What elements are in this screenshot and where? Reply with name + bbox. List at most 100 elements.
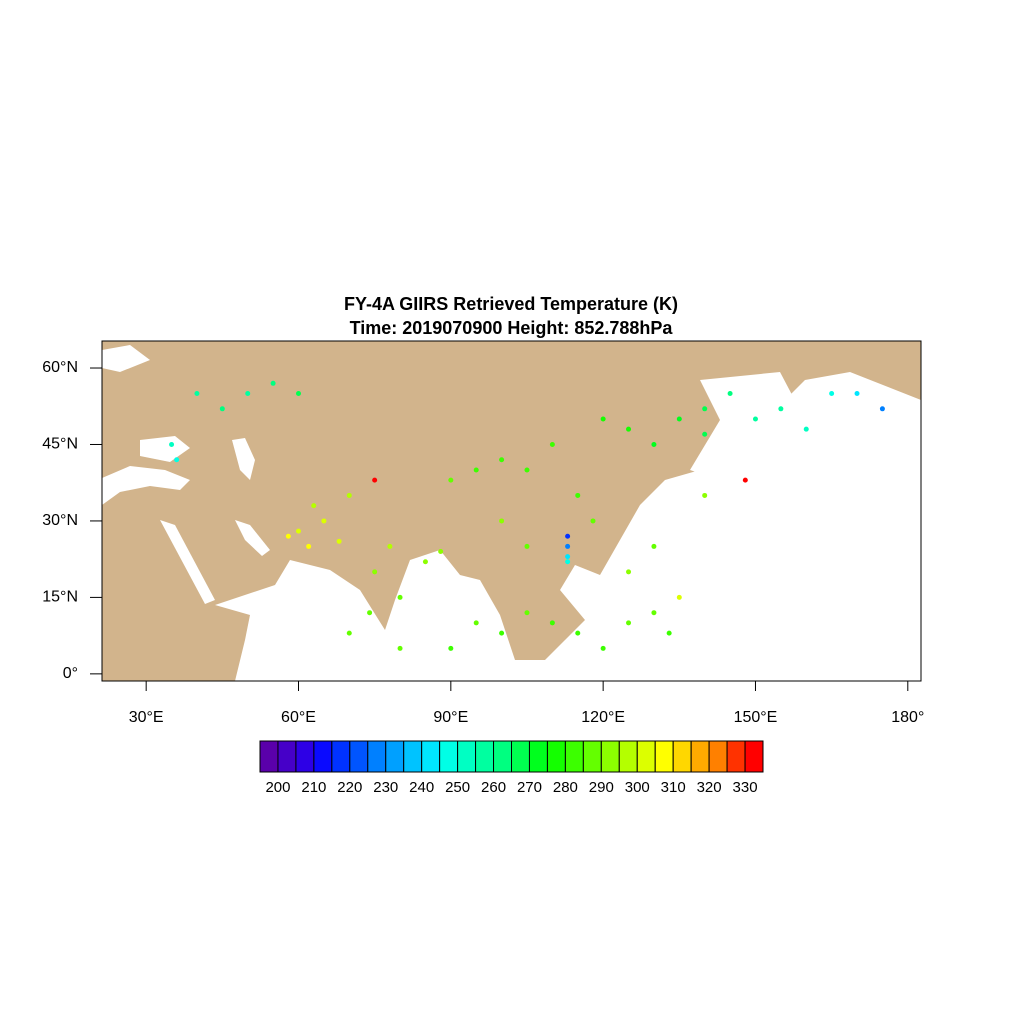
data-point — [174, 457, 180, 463]
colorbar-box — [313, 740, 333, 773]
data-point — [367, 610, 373, 616]
data-point — [336, 538, 342, 544]
data-point — [575, 492, 581, 498]
colorbar-label: 310 — [661, 779, 686, 796]
data-point — [742, 477, 748, 483]
data-point — [321, 518, 327, 524]
data-point — [169, 441, 175, 447]
data-point — [346, 630, 352, 636]
colorbar-box — [618, 740, 638, 773]
data-point — [311, 503, 317, 509]
data-point — [372, 569, 378, 575]
okhotsk — [700, 372, 800, 440]
points-layer — [169, 380, 885, 651]
colorbar-box — [690, 740, 710, 773]
data-point — [270, 380, 276, 386]
x-tick-label: 150°E — [734, 709, 778, 726]
colorbar-box — [493, 740, 512, 773]
colorbar-box — [564, 740, 584, 773]
colorbar-box — [295, 740, 315, 773]
data-point — [651, 441, 657, 447]
data-point — [600, 416, 606, 422]
colorbar-box — [654, 740, 674, 773]
data-point — [524, 610, 530, 616]
data-point — [372, 477, 378, 483]
plot-frame — [101, 340, 922, 682]
colorbar-label: 260 — [481, 779, 506, 796]
data-point — [778, 406, 784, 412]
colorbar-label: 320 — [697, 779, 722, 796]
colorbar-box — [546, 740, 566, 773]
colorbar-box — [421, 740, 441, 773]
data-point — [676, 416, 682, 422]
data-point — [295, 528, 301, 534]
data-point — [194, 391, 200, 397]
data-point — [448, 645, 454, 651]
colorbar-box — [349, 740, 369, 773]
x-tick-label: 30°E — [129, 709, 164, 726]
data-point — [448, 477, 454, 483]
data-point — [854, 391, 860, 397]
data-point — [565, 559, 571, 565]
colorbar-box — [511, 740, 530, 773]
data-point — [306, 543, 312, 549]
arctic-gap — [102, 345, 150, 372]
caspian — [232, 438, 255, 480]
colorbar-box — [726, 740, 746, 773]
data-point — [245, 391, 251, 397]
x-tick-label: 90°E — [433, 709, 468, 726]
data-point — [651, 543, 657, 549]
colorbar-label: 230 — [373, 779, 398, 796]
subtitle: Time: 2019070900 Height: 852.788hPa — [350, 318, 674, 338]
colorbar-box — [672, 740, 692, 773]
y-tick-label: 0° — [63, 665, 78, 682]
data-point — [397, 594, 403, 600]
x-tick-label: 120°E — [581, 709, 625, 726]
data-point — [626, 426, 632, 432]
data-point — [397, 645, 403, 651]
data-point — [575, 630, 581, 636]
title: FY-4A GIIRS Retrieved Temperature (K) — [344, 294, 678, 314]
data-point — [651, 610, 657, 616]
colorbar-box — [367, 740, 387, 773]
data-point — [549, 441, 555, 447]
colorbar-box — [331, 740, 351, 773]
data-point — [702, 431, 708, 437]
data-point — [422, 559, 428, 565]
colorbar-label: 250 — [445, 779, 470, 796]
data-point — [499, 518, 505, 524]
data-point — [590, 518, 596, 524]
y-tick-label: 15°N — [42, 589, 78, 606]
colorbar-box — [600, 740, 620, 773]
black-sea — [140, 436, 190, 462]
data-point — [702, 406, 708, 412]
colorbar-label: 200 — [265, 779, 290, 796]
data-point — [219, 406, 225, 412]
data-point — [829, 391, 835, 397]
data-point — [438, 549, 444, 555]
colorbar-label: 220 — [337, 779, 362, 796]
data-point — [295, 391, 301, 397]
data-point — [666, 630, 672, 636]
colorbar-box — [636, 740, 656, 773]
data-point — [752, 416, 758, 422]
data-point — [565, 533, 571, 539]
red-sea — [160, 520, 215, 604]
data-point — [524, 543, 530, 549]
basemap — [102, 341, 921, 681]
colorbar-label: 330 — [733, 779, 758, 796]
colorbar-box — [439, 740, 459, 773]
data-point — [565, 554, 571, 560]
colorbar-label: 210 — [301, 779, 326, 796]
data-point — [346, 492, 352, 498]
colorbar-box — [475, 740, 495, 773]
data-point — [803, 426, 809, 432]
colorbar-box — [259, 740, 279, 773]
persian-gulf — [235, 520, 270, 556]
y-tick-label: 30°N — [42, 512, 78, 529]
data-point — [499, 457, 505, 463]
data-point — [565, 543, 571, 549]
data-point — [676, 594, 682, 600]
x-tick-label: 180° — [891, 709, 924, 726]
